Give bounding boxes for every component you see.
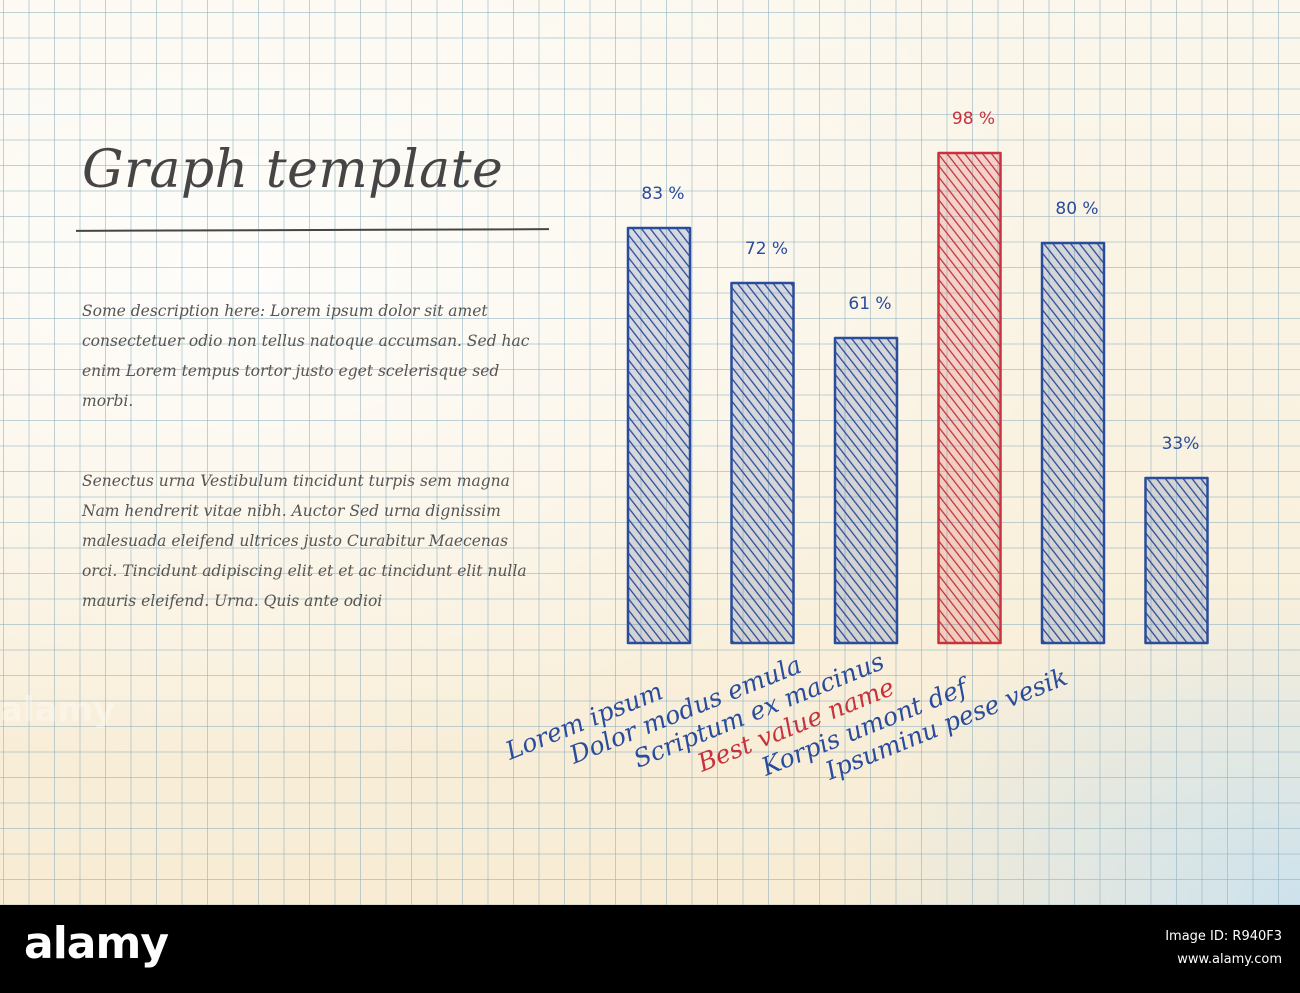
bar-6 xyxy=(1144,476,1209,645)
bar-4 xyxy=(937,151,1002,645)
alamy-logo: alamy xyxy=(24,918,169,969)
watermark-url: www.alamy.com xyxy=(1177,952,1282,967)
graph-paper-background: alamy Graph template Some description he… xyxy=(0,0,1300,905)
description-paragraph-2: Senectus urna Vestibulum tincidunt turpi… xyxy=(82,472,527,610)
value-label-1: 83 % xyxy=(641,184,684,204)
description-paragraph-1: Some description here: Lorem ipsum dolor… xyxy=(82,302,530,410)
value-label-6: 33% xyxy=(1162,434,1200,454)
value-label-3: 61 % xyxy=(848,294,891,314)
image-id-label: Image ID: R940F3 xyxy=(1165,929,1282,944)
page-title: Graph template xyxy=(82,140,504,200)
bar-5 xyxy=(1040,241,1106,645)
value-label-5: 80 % xyxy=(1055,199,1098,219)
watermark-footer xyxy=(0,905,1300,993)
bar-2 xyxy=(730,281,795,645)
bar-1 xyxy=(626,226,692,645)
value-label-4: 98 % xyxy=(952,109,995,129)
watermark-ghost: alamy xyxy=(0,690,116,730)
value-label-2: 72 % xyxy=(745,239,788,259)
bar-3 xyxy=(833,336,899,645)
